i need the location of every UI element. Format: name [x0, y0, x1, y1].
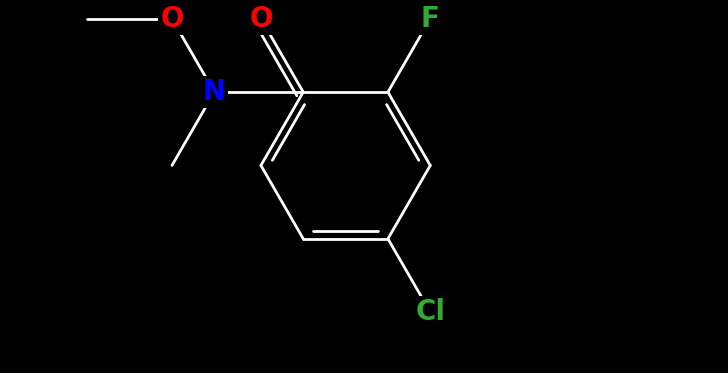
- Text: O: O: [249, 5, 273, 33]
- Text: F: F: [421, 5, 440, 33]
- Text: Cl: Cl: [415, 298, 446, 326]
- Text: N: N: [203, 78, 226, 106]
- Text: O: O: [160, 5, 183, 33]
